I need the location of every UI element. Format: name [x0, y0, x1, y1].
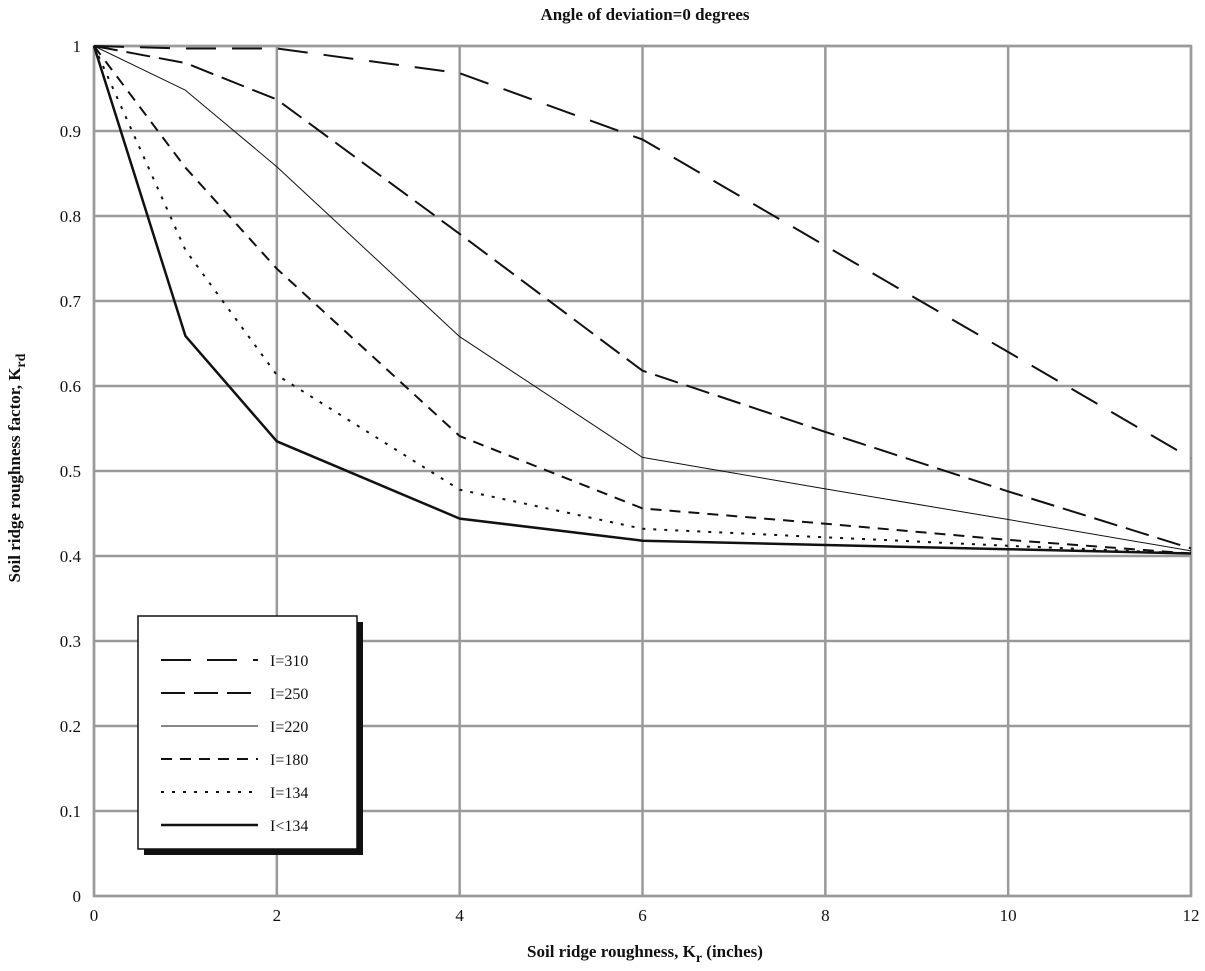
legend-label: I=220	[270, 719, 308, 736]
x-axis-label-units: (inches)	[702, 942, 763, 961]
series-lines	[92, 45, 1192, 555]
y-tick-label: 0	[73, 887, 82, 906]
legend-box	[137, 615, 358, 850]
y-axis-label-main: Soil ridge roughness factor, K	[5, 367, 24, 583]
legend-label: I=180	[270, 752, 308, 769]
chart-title: Angle of deviation=0 degrees	[540, 5, 749, 24]
series-line	[93, 45, 1192, 550]
x-axis-label: Soil ridge roughness, Kr (inches)	[527, 942, 763, 966]
series-line	[93, 45, 1192, 460]
x-axis-label-subscript: r	[696, 951, 702, 966]
y-tick-label: 1	[73, 37, 82, 56]
x-tick-label: 12	[1183, 906, 1200, 925]
legend-items: I=310 I=250 I=220 I=180 I=134 I<134	[161, 653, 308, 835]
y-tick-label: 0.8	[60, 207, 81, 226]
y-tick-label: 0.1	[60, 802, 81, 821]
y-tick-label: 0.6	[60, 377, 81, 396]
x-tick-label: 10	[1000, 906, 1017, 925]
y-axis-label-subscript: rd	[14, 353, 29, 367]
y-tick-label: 0.3	[60, 632, 81, 651]
x-axis-label-main: Soil ridge roughness, K	[527, 942, 697, 961]
series-line	[93, 45, 1192, 555]
legend-label: I=250	[270, 686, 308, 703]
x-tick-label: 4	[455, 906, 464, 925]
y-tick-label: 0.7	[60, 292, 82, 311]
y-tick-label: 0.4	[60, 547, 82, 566]
series-line	[92, 45, 1192, 555]
legend-label: I=310	[270, 653, 308, 670]
grid	[92, 44, 1193, 898]
x-tick-label: 8	[821, 906, 830, 925]
x-tick-label: 0	[90, 906, 99, 925]
legend: I=310 I=250 I=220 I=180 I=134 I<134	[137, 615, 363, 855]
legend-label: I<134	[270, 818, 308, 835]
series-line	[93, 45, 1192, 552]
x-tick-label: 6	[638, 906, 647, 925]
y-axis-label: Soil ridge roughness factor, Krd	[5, 353, 29, 582]
y-tick-label: 0.2	[60, 717, 81, 736]
y-tick-label: 0.5	[60, 462, 81, 481]
x-tick-label: 2	[273, 906, 282, 925]
y-tick-label: 0.9	[60, 122, 81, 141]
tick-labels: 00.10.20.30.40.50.60.70.80.910 2 4 6 8 10 12	[60, 37, 1200, 925]
legend-label: I=134	[270, 785, 308, 802]
